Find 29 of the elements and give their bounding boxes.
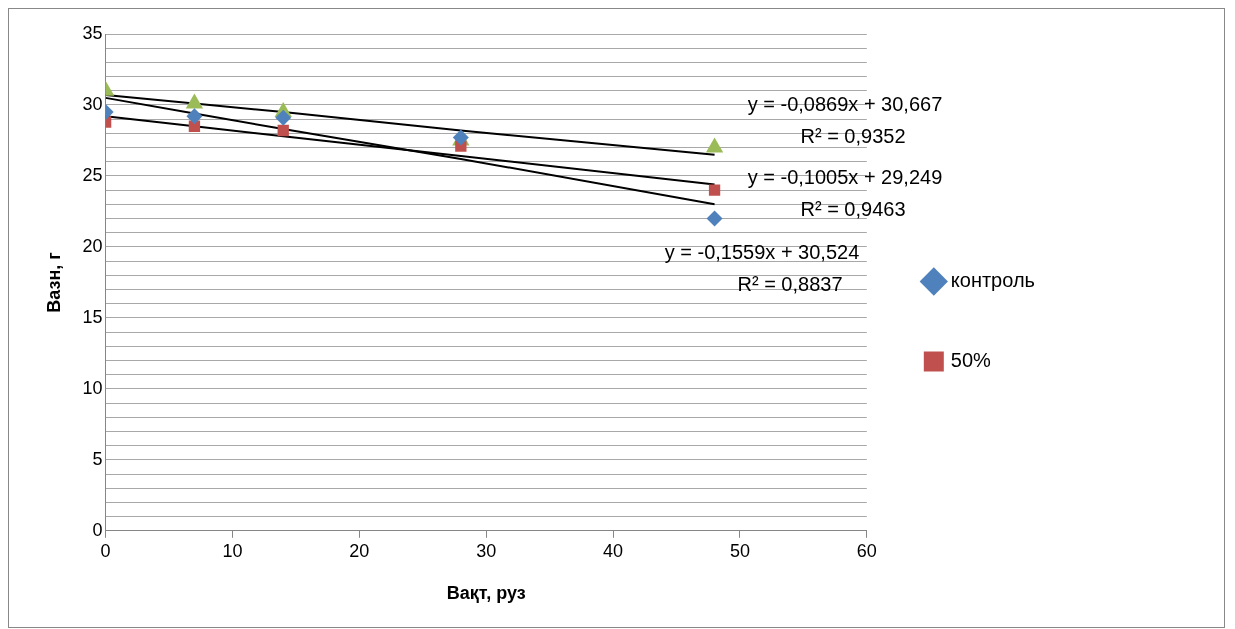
annotation: R² = 0,9352	[800, 124, 906, 147]
point	[277, 124, 289, 137]
y-tick-label: 10	[82, 377, 103, 398]
y-tick-label: 5	[92, 448, 103, 469]
y-axis-title: Вазн, г	[43, 251, 64, 313]
y-tick-label: 25	[82, 164, 103, 185]
y-tick-label: 0	[92, 519, 103, 540]
point	[708, 184, 721, 196]
y-tick-label: 30	[82, 93, 103, 114]
annotation: R² = 0,9463	[800, 197, 906, 220]
x-tick-label: 50	[729, 540, 750, 561]
annotation: y = -0,1559x + 30,524	[664, 240, 860, 263]
legend-label: 50%	[950, 349, 992, 372]
x-tick-label: 30	[476, 540, 497, 561]
point	[186, 108, 203, 125]
annotation: y = -0,0869x + 30,667	[747, 92, 943, 115]
annotation: y = -0,1005x + 29,249	[747, 165, 943, 188]
x-tick-label: 40	[603, 540, 624, 561]
x-tick-label: 60	[856, 540, 877, 561]
point	[706, 210, 723, 227]
annotation: R² = 0,8837	[737, 272, 843, 295]
point	[275, 109, 292, 126]
x-tick-label: 20	[349, 540, 370, 561]
y-tick-label: 15	[82, 306, 103, 327]
y-tick-label: 35	[82, 22, 103, 43]
legend-label: контроль	[950, 269, 1035, 292]
y-tick-label: 20	[82, 235, 103, 256]
x-axis-title: Вақт, руз	[446, 583, 526, 604]
x-tick-label: 10	[222, 540, 243, 561]
